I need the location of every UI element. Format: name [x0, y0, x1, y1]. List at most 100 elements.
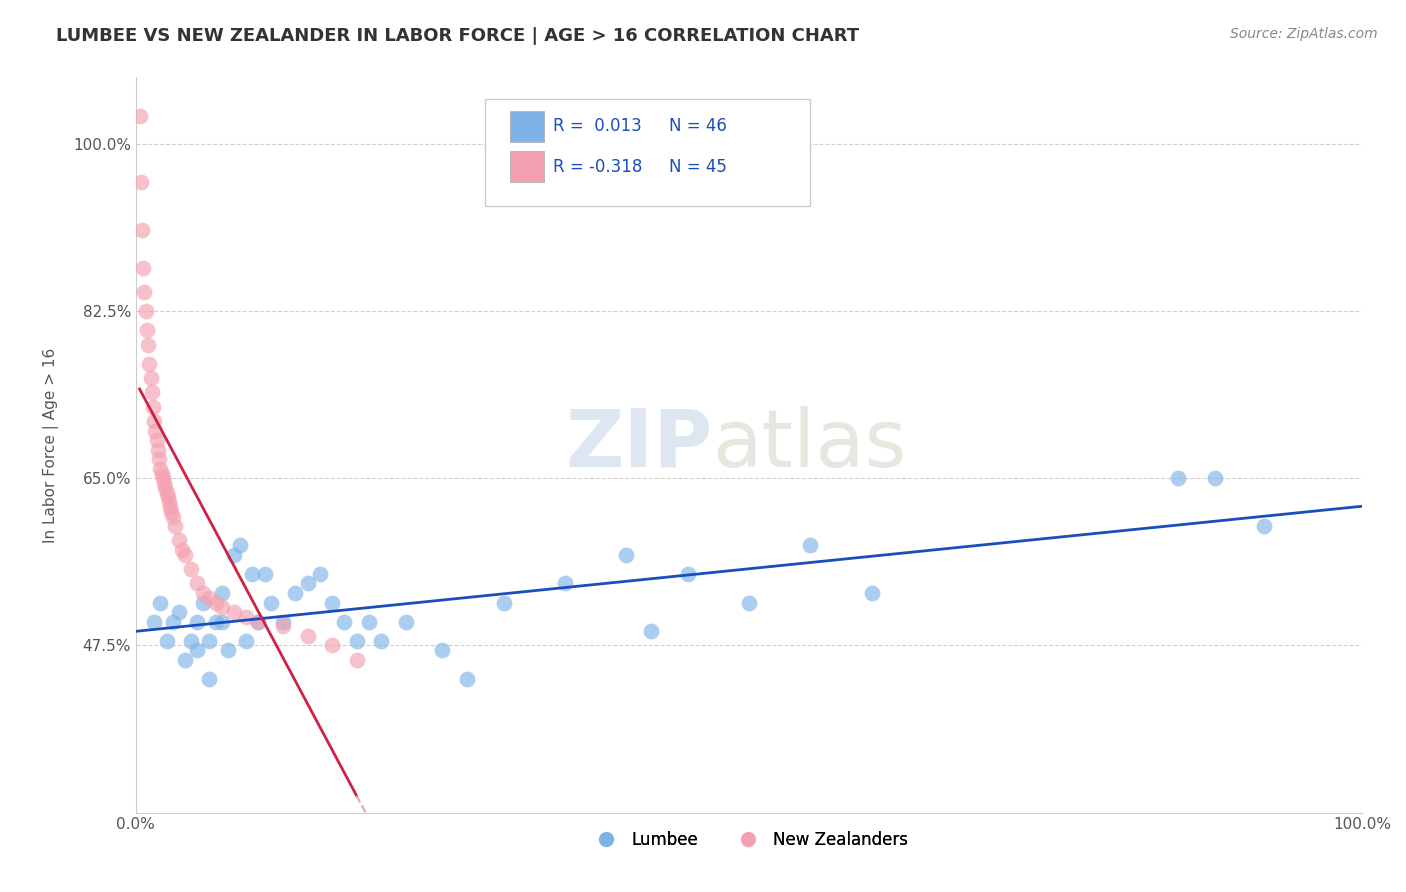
Point: [155, 481, 177, 495]
Point: [157, 495, 180, 509]
Point: [198, 591, 221, 605]
Point: [135, 304, 157, 318]
Point: [346, 633, 368, 648]
Point: [167, 533, 190, 548]
Point: [204, 595, 226, 609]
Point: [297, 629, 319, 643]
Point: [211, 600, 233, 615]
Point: [738, 595, 761, 609]
Point: [139, 371, 162, 385]
Point: [198, 672, 221, 686]
Point: [308, 566, 330, 581]
Point: [235, 610, 257, 624]
Point: [186, 576, 208, 591]
Point: [138, 357, 160, 371]
Point: [186, 615, 208, 629]
Point: [554, 576, 576, 591]
Point: [153, 476, 176, 491]
Point: [235, 633, 257, 648]
Point: [149, 595, 172, 609]
Text: Source: ZipAtlas.com: Source: ZipAtlas.com: [1230, 27, 1378, 41]
Point: [155, 485, 177, 500]
Point: [1167, 471, 1189, 485]
Point: [321, 595, 343, 609]
Point: [193, 586, 215, 600]
Point: [211, 586, 233, 600]
Point: [640, 624, 662, 639]
Point: [172, 543, 194, 558]
Point: [162, 615, 184, 629]
Point: [198, 633, 221, 648]
Bar: [510, 152, 544, 182]
Point: [253, 566, 276, 581]
Point: [297, 576, 319, 591]
Point: [676, 566, 699, 581]
Point: [135, 323, 157, 337]
Point: [222, 605, 245, 619]
Point: [432, 643, 454, 657]
Point: [321, 639, 343, 653]
Point: [134, 285, 156, 300]
Point: [141, 385, 163, 400]
Point: [167, 605, 190, 619]
Point: [346, 653, 368, 667]
Point: [174, 653, 197, 667]
Point: [160, 505, 183, 519]
Point: [128, 109, 150, 123]
Point: [271, 615, 294, 629]
Point: [146, 442, 169, 457]
Point: [370, 633, 392, 648]
Text: N = 46: N = 46: [669, 118, 727, 136]
Point: [284, 586, 307, 600]
Point: [204, 615, 226, 629]
Text: ZIP: ZIP: [565, 406, 713, 484]
Text: atlas: atlas: [713, 406, 907, 484]
Point: [165, 519, 187, 533]
Point: [143, 615, 166, 629]
Text: R =  0.013: R = 0.013: [553, 118, 641, 136]
Point: [456, 672, 478, 686]
Point: [260, 595, 283, 609]
Text: LUMBEE VS NEW ZEALANDER IN LABOR FORCE | AGE > 16 CORRELATION CHART: LUMBEE VS NEW ZEALANDER IN LABOR FORCE |…: [56, 27, 859, 45]
Legend: Lumbee, New Zealanders: Lumbee, New Zealanders: [583, 824, 915, 855]
Point: [132, 261, 155, 276]
Point: [131, 223, 153, 237]
Point: [333, 615, 356, 629]
Point: [174, 548, 197, 562]
Point: [162, 509, 184, 524]
Point: [150, 467, 173, 481]
Point: [211, 615, 233, 629]
Bar: [510, 111, 544, 142]
Point: [148, 452, 170, 467]
Point: [394, 615, 416, 629]
Text: R = -0.318: R = -0.318: [553, 158, 643, 176]
FancyBboxPatch shape: [485, 100, 810, 206]
Point: [136, 337, 159, 351]
Point: [860, 586, 883, 600]
Point: [152, 471, 174, 485]
Point: [143, 414, 166, 428]
Point: [180, 562, 202, 576]
Point: [271, 619, 294, 633]
Point: [229, 538, 252, 552]
Point: [155, 633, 177, 648]
Point: [1204, 471, 1226, 485]
Point: [149, 462, 172, 476]
Point: [222, 548, 245, 562]
Point: [799, 538, 821, 552]
Point: [217, 643, 239, 657]
Point: [247, 615, 270, 629]
Point: [159, 500, 181, 514]
Text: N = 45: N = 45: [669, 158, 727, 176]
Point: [145, 434, 167, 448]
Point: [357, 615, 380, 629]
Point: [614, 548, 637, 562]
Point: [240, 566, 263, 581]
Point: [1253, 519, 1275, 533]
Point: [129, 176, 152, 190]
Point: [247, 615, 270, 629]
Point: [142, 400, 165, 414]
Point: [186, 643, 208, 657]
Point: [193, 595, 215, 609]
Y-axis label: In Labor Force | Age > 16: In Labor Force | Age > 16: [44, 347, 59, 542]
